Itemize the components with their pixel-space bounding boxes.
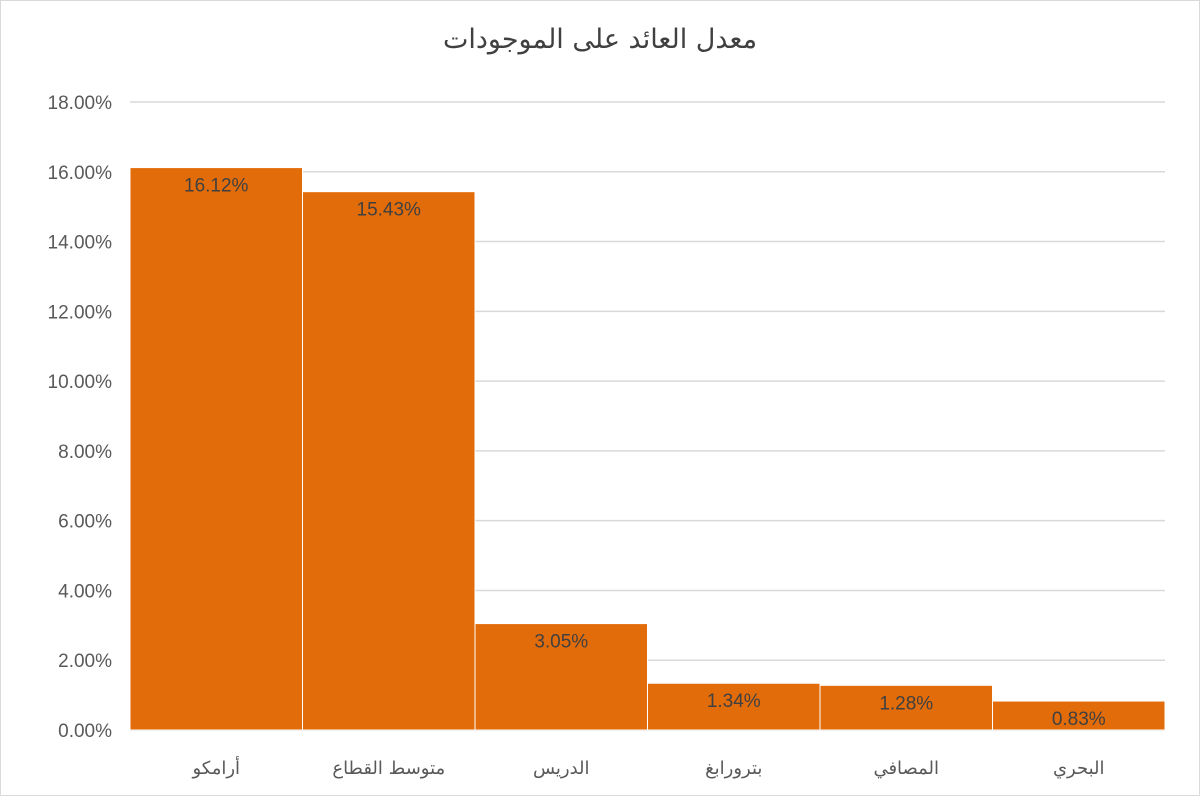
x-tick-label: بترورابغ	[705, 758, 762, 779]
y-tick-label: 0.00%	[58, 721, 112, 742]
data-labels: 16.12% 15.43% 3.05% 1.34% 1.28% 0.83%	[184, 176, 1106, 730]
y-tick-label: 12.00%	[48, 302, 113, 323]
x-tick-label: متوسط القطاع	[332, 758, 445, 779]
y-tick-label: 2.00%	[58, 651, 112, 672]
bar	[129, 167, 303, 731]
y-tick-label: 8.00%	[58, 442, 112, 463]
data-label: 1.28%	[879, 693, 933, 714]
bar	[647, 682, 821, 731]
x-tick-label: البحري	[1053, 758, 1105, 779]
y-tick-label: 4.00%	[58, 581, 112, 602]
bars	[129, 167, 1166, 731]
y-tick-label: 6.00%	[58, 512, 112, 533]
x-tick-label: الدريس	[533, 758, 590, 779]
bar	[302, 191, 476, 731]
y-tick-label: 10.00%	[48, 372, 113, 393]
bar	[819, 684, 993, 731]
y-axis-ticks: 0.00% 2.00% 4.00% 6.00% 8.00% 10.00% 12.00% 14.…	[48, 93, 113, 742]
x-axis-ticks: أرامكو متوسط القطاع الدريس بترورابغ المصافي ا…	[191, 756, 1104, 779]
bar	[992, 700, 1166, 731]
x-tick-label: المصافي	[873, 758, 939, 779]
data-label: 1.34%	[707, 691, 761, 712]
bar	[474, 623, 648, 731]
y-tick-label: 18.00%	[48, 93, 113, 114]
chart-title: معدل العائد على الموجودات	[442, 24, 758, 55]
y-tick-label: 14.00%	[48, 233, 113, 254]
data-label: 15.43%	[357, 200, 422, 221]
data-label: 16.12%	[184, 176, 249, 197]
data-label: 0.83%	[1052, 709, 1106, 730]
x-tick-label: أرامكو	[191, 756, 240, 779]
y-tick-label: 16.00%	[48, 163, 113, 184]
data-label: 3.05%	[534, 632, 588, 653]
